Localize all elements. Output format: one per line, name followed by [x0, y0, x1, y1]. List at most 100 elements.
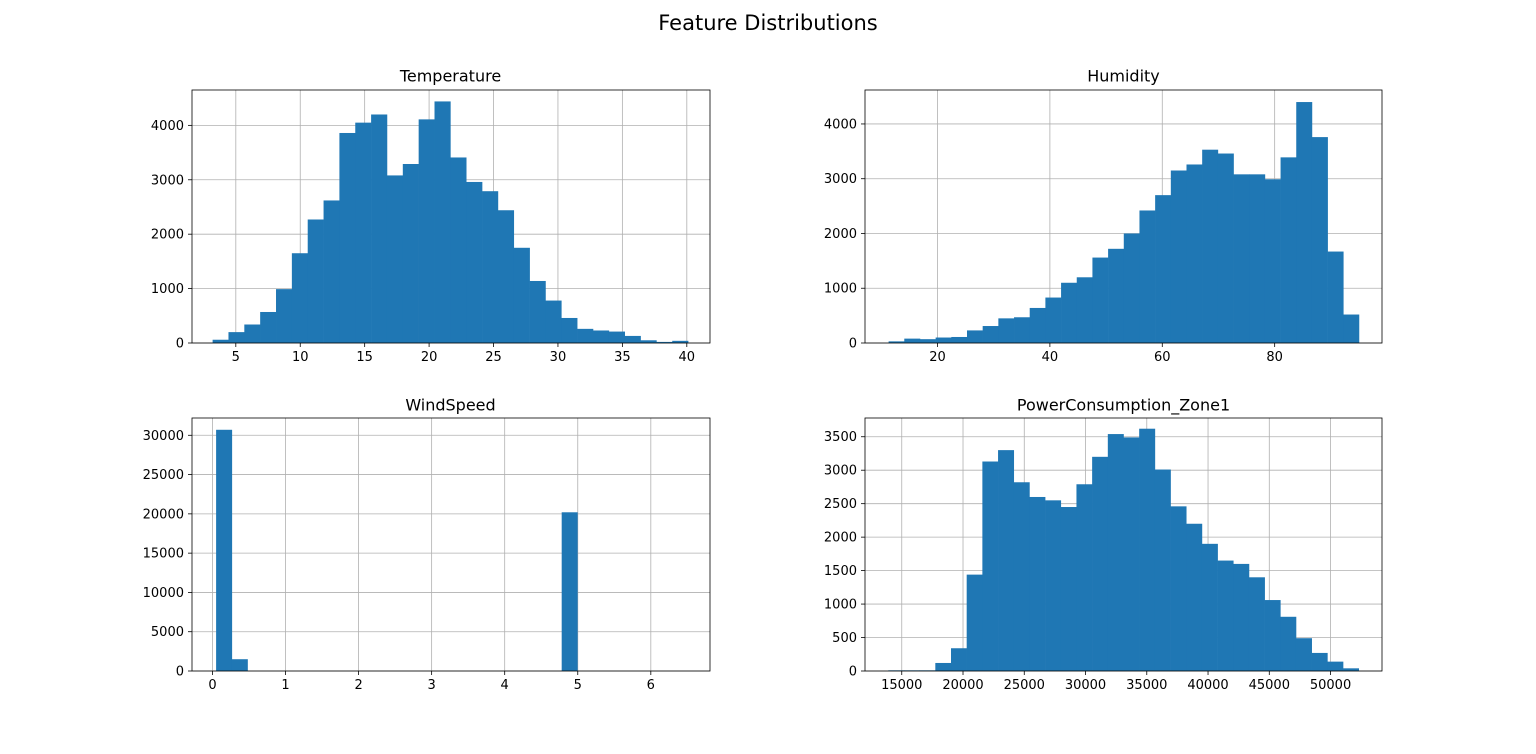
- histogram-bar-humidity: [982, 326, 999, 343]
- y-tick-label: 3000: [151, 173, 184, 188]
- axes-frame: [864, 89, 1383, 344]
- histogram-bar-humidity: [966, 330, 983, 343]
- histogram-bar-temperature: [592, 330, 610, 343]
- bars: [888, 428, 1360, 671]
- histogram-bar-power-consumption-zone1: [1186, 523, 1203, 671]
- histogram-bar-humidity: [1186, 164, 1203, 343]
- histogram-bar-temperature: [577, 328, 594, 343]
- x-tick-label: 40000: [1187, 678, 1228, 693]
- x-tick-label: 15000: [881, 678, 922, 693]
- histogram-bar-humidity: [1311, 137, 1328, 343]
- x-tick-label: 25000: [1004, 678, 1045, 693]
- y-tick-label: 2500: [824, 497, 857, 512]
- y-tick-label: 1000: [151, 282, 184, 297]
- axis-ticks: 5 10 15 20 25 30 35 40 0 1000 2000 3000 4000: [151, 119, 695, 365]
- axes-frame: [191, 417, 711, 672]
- histogram-bar-temperature: [371, 114, 388, 343]
- histogram-bar-power-consumption-zone1: [1060, 507, 1077, 671]
- histogram-bar-power-consumption-zone1: [1076, 484, 1093, 671]
- histogram-bar-power-consumption-zone1: [1280, 616, 1297, 671]
- x-tick-label: 45000: [1249, 678, 1290, 693]
- y-tick-label: 0: [849, 665, 857, 680]
- x-tick-label: 20: [929, 350, 946, 365]
- histogram-bar-windspeed: [561, 512, 578, 671]
- x-tick-label: 40: [679, 350, 696, 365]
- histogram-bar-temperature: [244, 324, 261, 343]
- y-tick-label: 1500: [824, 564, 857, 579]
- bars: [216, 429, 578, 671]
- axis-ticks: 20 40 60 80 0 1000 2000 3000 4000: [824, 117, 1283, 365]
- histogram-bar-temperature: [291, 253, 309, 343]
- plot-title-power-consumption-zone1: PowerConsumption_Zone1: [1017, 396, 1230, 416]
- y-tick-label: 0: [849, 337, 857, 352]
- histogram-bar-humidity: [1264, 179, 1281, 343]
- x-tick-label: 25: [485, 350, 502, 365]
- histogram-bar-humidity: [1014, 317, 1031, 343]
- x-tick-label: 2: [354, 678, 362, 693]
- histogram-bar-humidity: [1249, 174, 1266, 343]
- histogram-bar-humidity: [1155, 195, 1172, 343]
- histogram-bar-temperature: [529, 280, 546, 343]
- x-tick-label: 20: [421, 350, 438, 365]
- y-tick-label: 3500: [824, 430, 857, 445]
- histogram-bar-power-consumption-zone1: [998, 450, 1015, 671]
- x-tick-label: 4: [501, 678, 509, 693]
- histogram-bar-temperature: [450, 157, 467, 343]
- histogram-bar-windspeed: [216, 429, 233, 671]
- histogram-bar-temperature: [386, 175, 404, 343]
- x-tick-label: 15: [356, 350, 373, 365]
- histogram-bar-power-consumption-zone1: [1201, 543, 1218, 671]
- histogram-bar-temperature: [466, 181, 483, 343]
- histogram-bar-temperature: [260, 311, 277, 343]
- histogram-bar-power-consumption-zone1: [1092, 456, 1109, 671]
- histogram-bar-power-consumption-zone1: [1295, 638, 1312, 671]
- histogram-humidity: Humidity 20 40 60 80 0 1000 2000 3000 4000: [824, 67, 1383, 365]
- histogram-bar-humidity: [1327, 251, 1344, 343]
- axis-ticks: 15000 20000 25000 30000 35000 40000 45000 50000…: [824, 430, 1351, 693]
- histogram-bar-humidity: [1296, 102, 1313, 343]
- x-tick-label: 80: [1266, 350, 1283, 365]
- x-tick-label: 20000: [942, 678, 983, 693]
- axes-frame: [191, 89, 711, 344]
- x-tick-label: 5: [574, 678, 582, 693]
- plot-title-windspeed: WindSpeed: [405, 396, 495, 415]
- histogram-bar-temperature: [624, 335, 641, 343]
- histogram-bar-humidity: [1076, 277, 1093, 343]
- histogram-bar-humidity: [1029, 307, 1046, 343]
- histogram-temperature: Temperature 5 10 15 20 25 30 35 40 0 1000 2000 3000…: [151, 67, 711, 365]
- histogram-bar-power-consumption-zone1: [1139, 428, 1156, 671]
- histogram-bar-humidity: [1202, 149, 1219, 343]
- histogram-bar-power-consumption-zone1: [1045, 500, 1062, 671]
- histogram-bar-temperature: [307, 219, 324, 343]
- histogram-bar-power-consumption-zone1: [1029, 496, 1046, 671]
- y-tick-label: 3000: [824, 464, 857, 479]
- plot-title-humidity: Humidity: [1087, 67, 1160, 86]
- histogram-power-consumption-zone1: PowerConsumption_Zone1 15000 20000 25000 30…: [824, 396, 1383, 693]
- histogram-bar-temperature: [228, 332, 245, 343]
- histogram-bar-power-consumption-zone1: [1123, 437, 1140, 671]
- histogram-bar-power-consumption-zone1: [1248, 577, 1265, 671]
- histogram-bar-humidity: [919, 339, 936, 343]
- histogram-bar-power-consumption-zone1: [1264, 600, 1281, 671]
- x-tick-label: 35000: [1126, 678, 1167, 693]
- histogram-bar-temperature: [482, 191, 499, 343]
- y-tick-label: 2000: [151, 228, 184, 243]
- histogram-bar-humidity: [1343, 314, 1360, 343]
- histogram-bar-power-consumption-zone1: [1311, 652, 1328, 671]
- y-tick-label: 0: [176, 665, 184, 680]
- histogram-bar-humidity: [1280, 157, 1297, 343]
- y-tick-label: 15000: [143, 547, 184, 562]
- y-tick-label: 500: [832, 631, 857, 646]
- y-tick-label: 3000: [824, 172, 857, 187]
- x-tick-label: 10: [292, 350, 309, 365]
- histogram-bar-power-consumption-zone1: [982, 461, 999, 671]
- bars: [888, 102, 1360, 343]
- y-tick-label: 0: [176, 337, 184, 352]
- histogram-bar-temperature: [497, 210, 515, 343]
- x-tick-label: 40: [1042, 350, 1059, 365]
- figure-title: Feature Distributions: [658, 11, 878, 35]
- histogram-bar-power-consumption-zone1: [1327, 661, 1344, 671]
- histogram-bar-temperature: [402, 163, 419, 343]
- x-tick-label: 5: [232, 350, 240, 365]
